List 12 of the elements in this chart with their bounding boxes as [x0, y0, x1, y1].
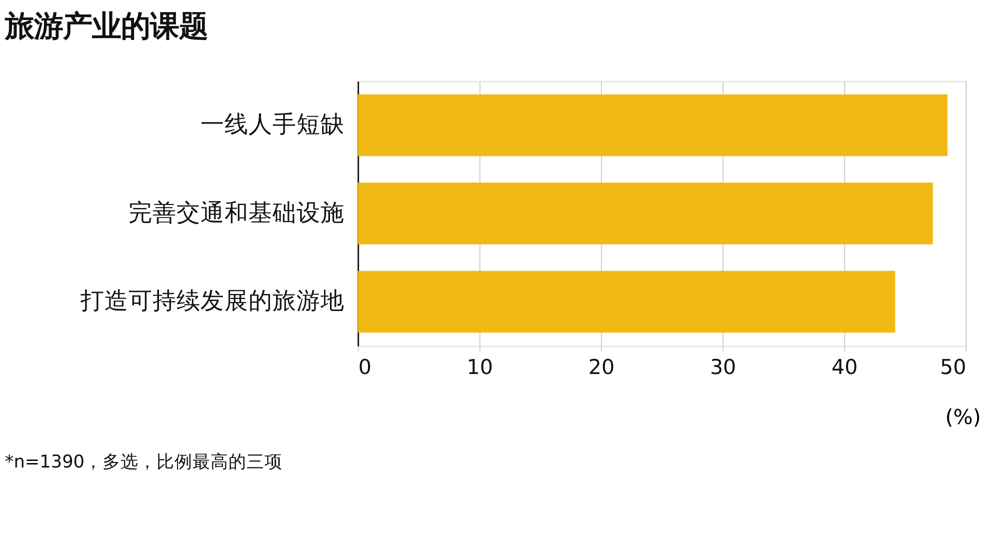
x-axis-title: (%)	[945, 404, 981, 429]
x-tick-label: 10	[466, 354, 493, 379]
x-tick-label: 20	[588, 354, 615, 379]
x-tick-label: 40	[832, 354, 858, 379]
y-tick-label: 一线人手短缺	[200, 110, 345, 138]
x-tick-label: 50	[940, 354, 966, 379]
x-tick-label: 0	[358, 354, 372, 379]
text: 旅游产业的课题	[4, 9, 208, 44]
x-tick-label: 30	[710, 354, 736, 379]
y-tick-label: 完善交通和基础设施	[128, 198, 345, 226]
y-tick-label: 打造可持续发展的旅游地	[80, 286, 345, 315]
text: *n=1390，多选，比例最高的三项	[4, 451, 283, 472]
